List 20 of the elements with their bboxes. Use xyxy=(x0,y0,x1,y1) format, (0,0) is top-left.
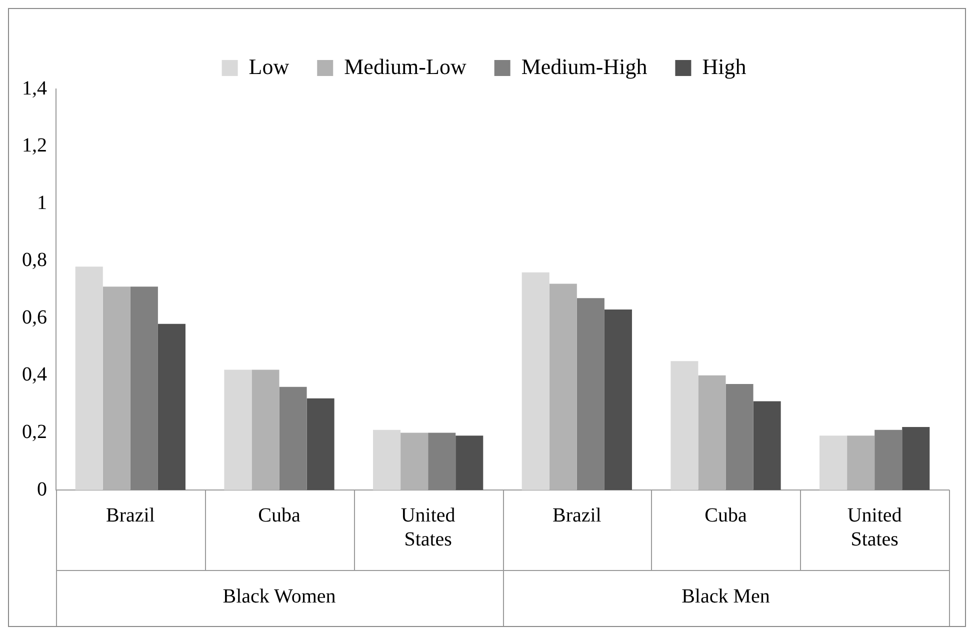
legend-label: High xyxy=(702,54,746,79)
x-tick-label: United States xyxy=(400,504,456,550)
text: Black Men xyxy=(682,585,770,608)
legend-label: Medium-Low xyxy=(344,54,466,79)
y-tick-label: 0,4 xyxy=(22,364,47,386)
x-tick-label: Cuba xyxy=(258,504,300,526)
x-tick-label: United States xyxy=(847,504,902,550)
y-tick-label: 0 xyxy=(37,478,47,500)
y-tick-label: 0,6 xyxy=(22,306,47,328)
y-tick-label: 1 xyxy=(37,192,47,214)
x-tick-label: Cuba xyxy=(704,504,747,526)
x-tick-label: Brazil xyxy=(106,504,156,526)
y-tick-label: 0,2 xyxy=(22,420,47,443)
legend-label: Medium-High xyxy=(521,54,648,79)
x-tick-label: Brazil xyxy=(552,504,602,526)
y-tick-label: 1,2 xyxy=(22,134,47,157)
y-tick-label: 0,8 xyxy=(22,249,47,272)
legend-label: Low xyxy=(248,54,290,79)
y-tick-label: 1,4 xyxy=(22,77,47,100)
text: Black Women xyxy=(222,585,336,608)
